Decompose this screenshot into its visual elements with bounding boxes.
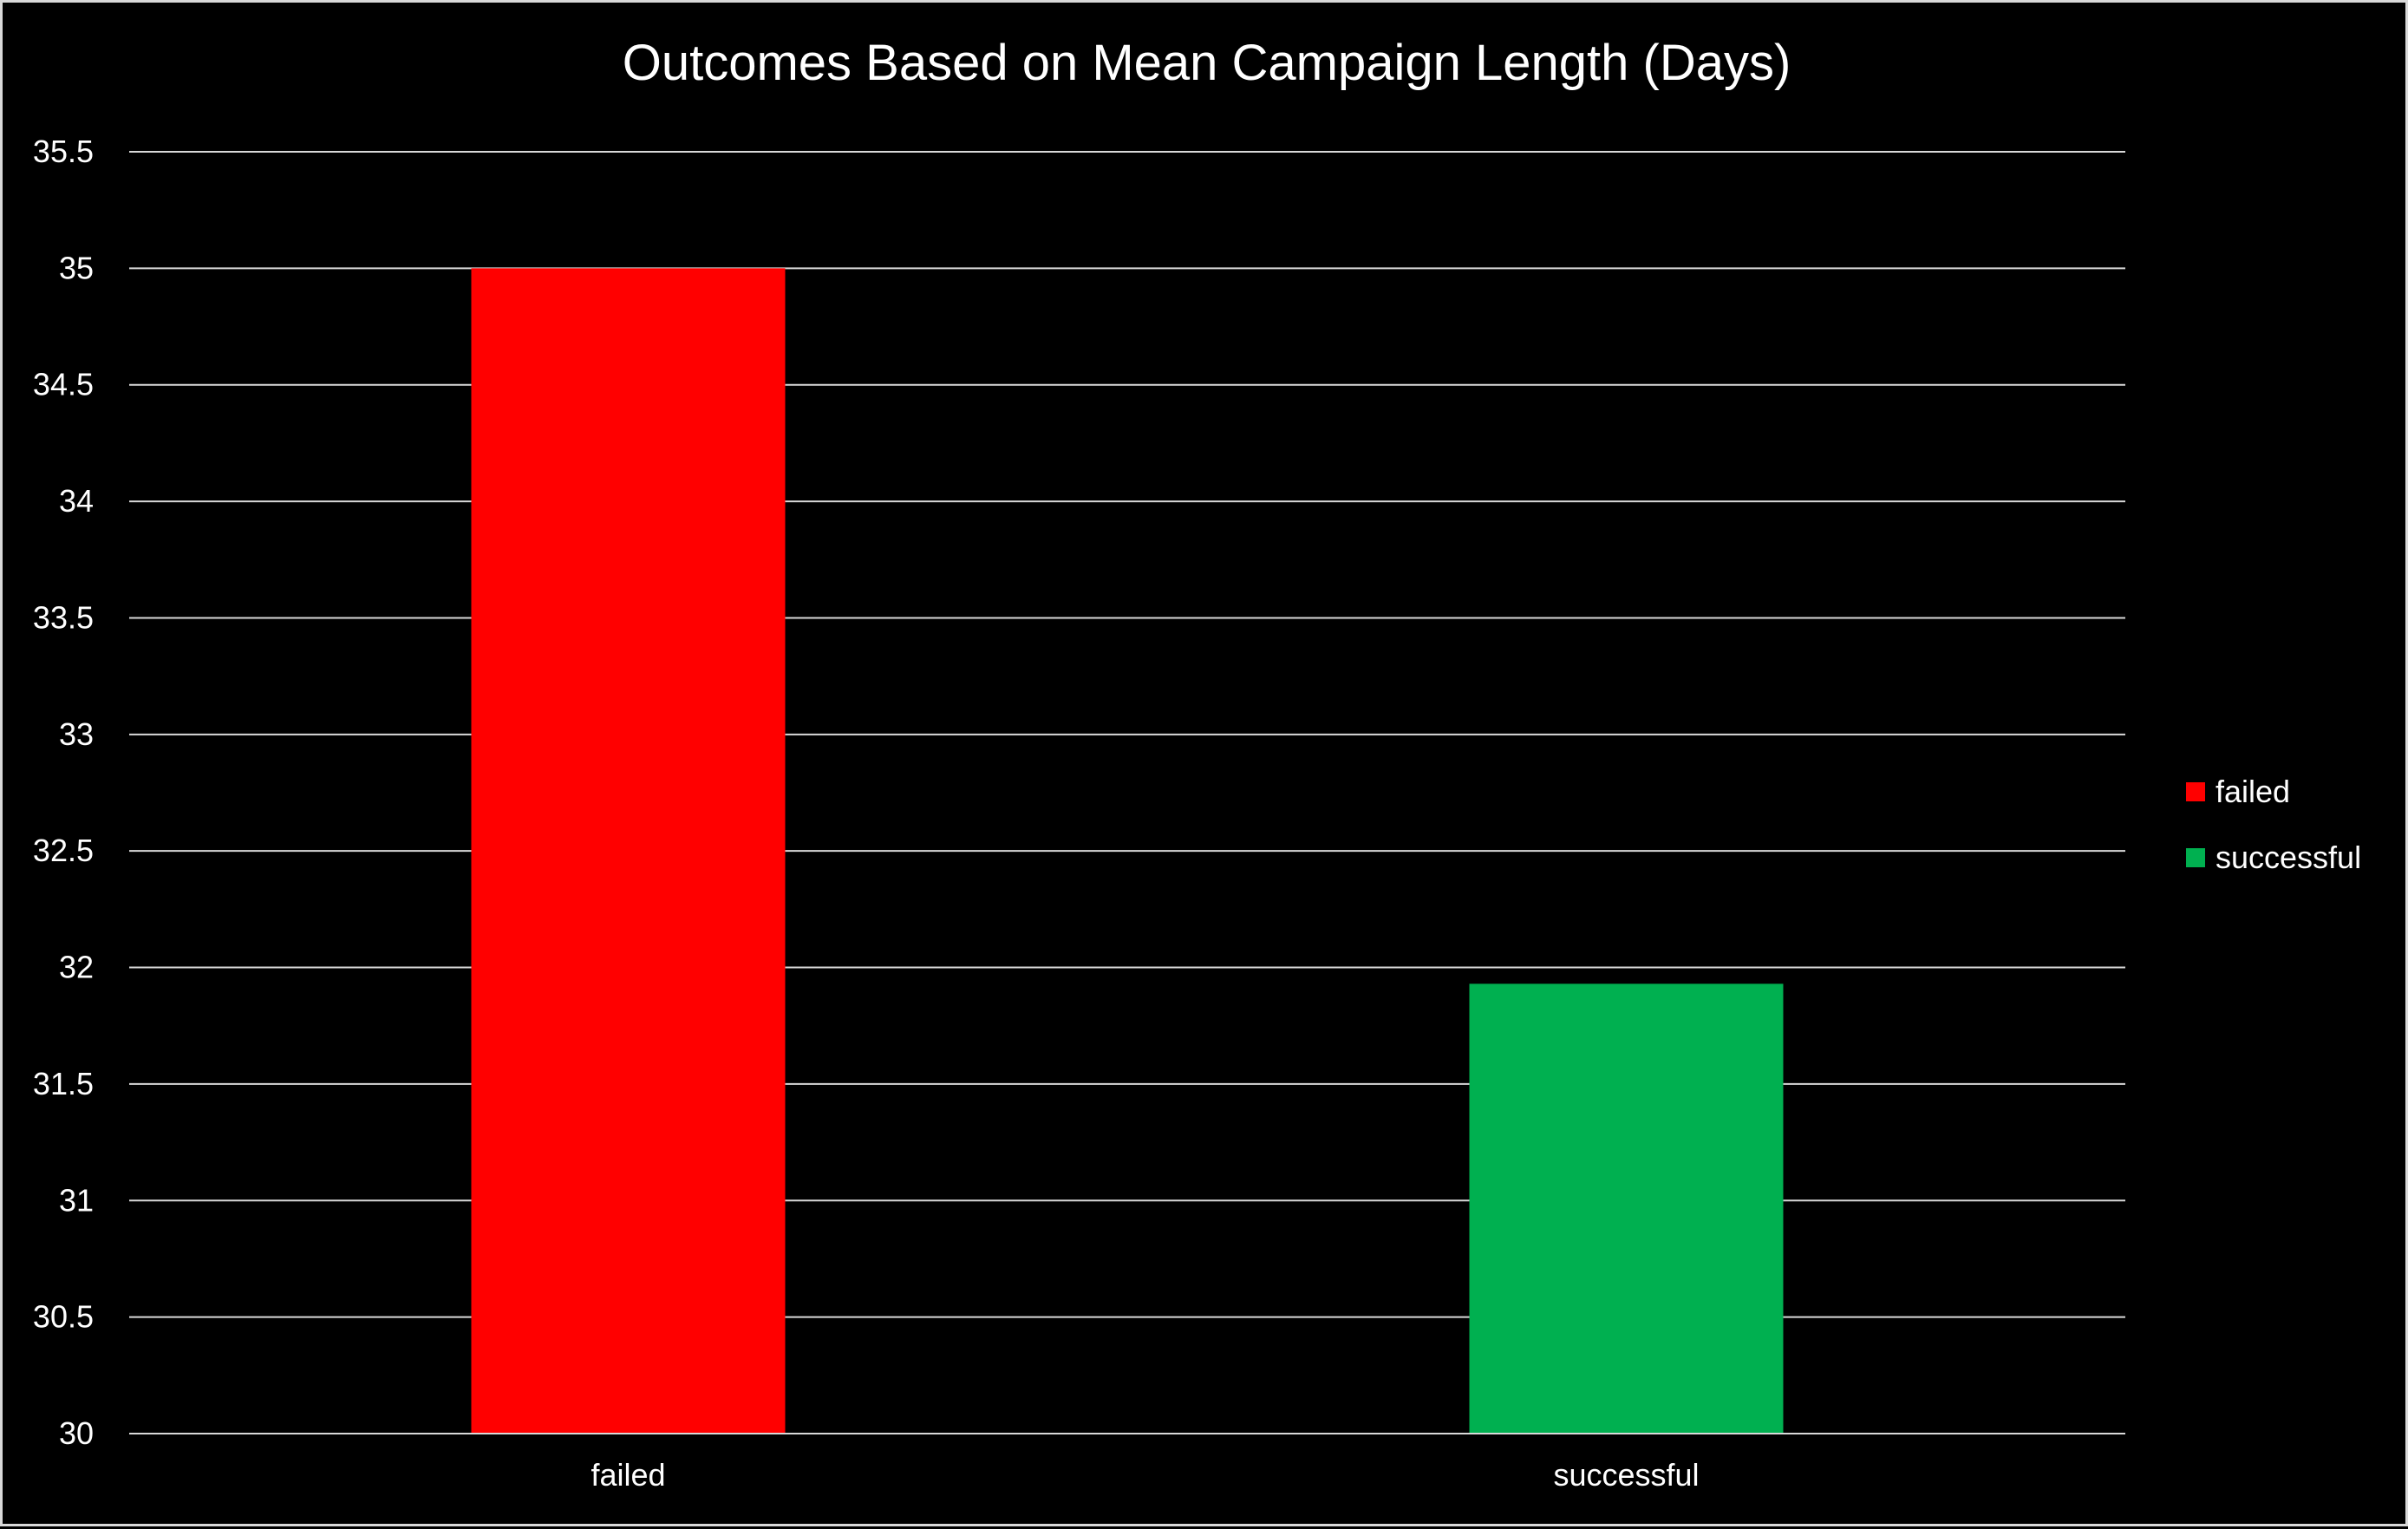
- chart-legend: failed successful: [2186, 759, 2361, 891]
- legend-item-successful: successful: [2186, 825, 2361, 891]
- y-tick-label: 30: [59, 1415, 94, 1451]
- y-tick-label: 34.5: [33, 367, 94, 402]
- x-category-label-failed: failed: [591, 1457, 665, 1493]
- bar-chart-plot: 30 30.5 31 31.5 32 32.5 33 33.5 34 34.5 35 35.5 fail…: [33, 134, 2125, 1493]
- y-tick-label: 32: [59, 950, 94, 985]
- legend-swatch-failed: [2186, 782, 2205, 801]
- y-tick-label: 35.5: [33, 134, 94, 169]
- chart-title: Outcomes Based on Mean Campaign Length (…: [622, 35, 1791, 91]
- legend-label-successful: successful: [2215, 840, 2362, 875]
- y-tick-label: 30.5: [33, 1299, 94, 1335]
- bar-successful: [1469, 983, 1784, 1434]
- x-category-label-successful: successful: [1553, 1457, 1699, 1493]
- legend-item-failed: failed: [2186, 759, 2361, 825]
- y-tick-label: 33: [59, 716, 94, 752]
- y-tick-label: 33.5: [33, 599, 94, 635]
- y-tick-label: 31: [59, 1182, 94, 1218]
- bar-failed: [471, 268, 786, 1434]
- legend-label-failed: failed: [2215, 774, 2291, 809]
- y-tick-label: 35: [59, 250, 94, 285]
- y-tick-label: 34: [59, 483, 94, 519]
- y-tick-label: 32.5: [33, 833, 94, 868]
- legend-swatch-successful: [2186, 848, 2205, 867]
- y-tick-label: 31.5: [33, 1066, 94, 1101]
